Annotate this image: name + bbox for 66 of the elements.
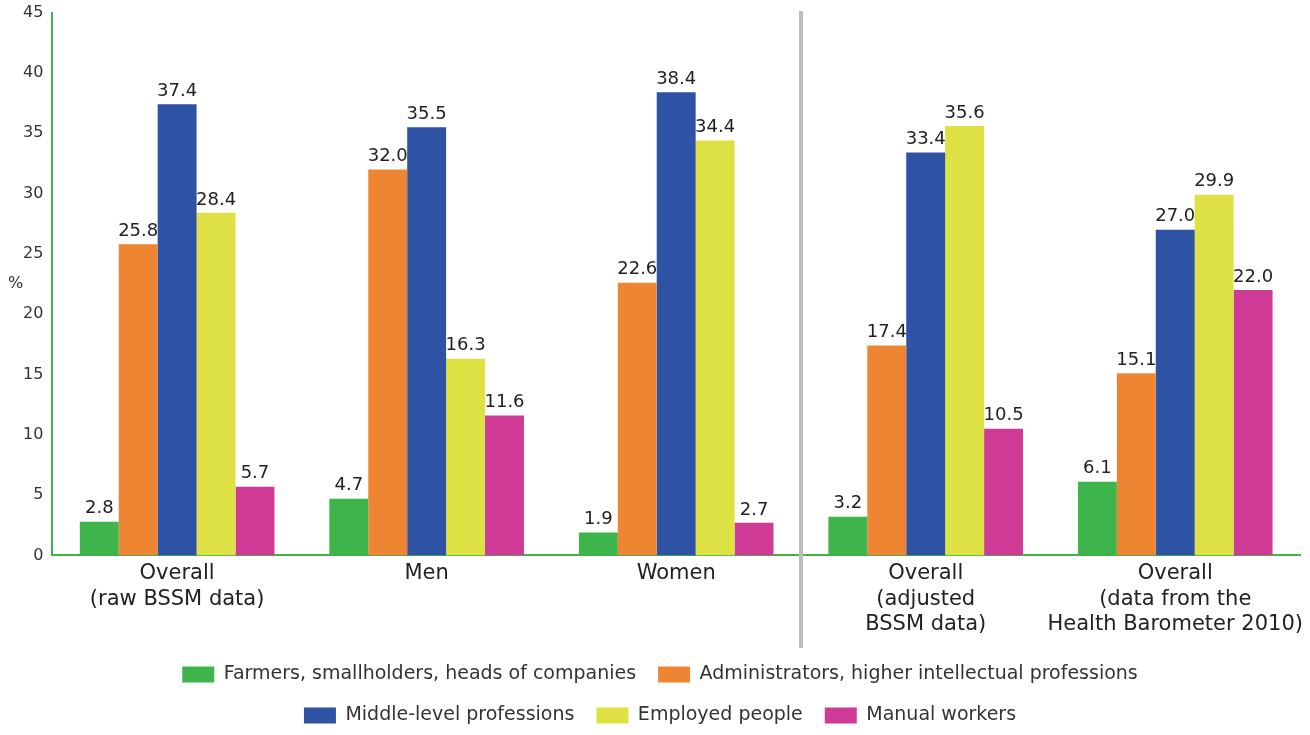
- y-tick-label: 15: [23, 363, 44, 383]
- bar: [1194, 194, 1234, 556]
- data-label: 33.4: [905, 127, 946, 149]
- bar: [368, 169, 408, 556]
- data-label: 27.0: [1155, 204, 1196, 226]
- data-label: 10.5: [983, 403, 1024, 425]
- data-label: 2.8: [84, 496, 114, 518]
- y-tick-label: 10: [23, 423, 44, 443]
- data-label: 25.8: [118, 218, 159, 240]
- y-tick-label: 20: [23, 303, 44, 323]
- x-tick-label: Overall (raw BSSM data): [89, 560, 265, 610]
- data-label: 5.7: [240, 461, 270, 483]
- data-label: 35.6: [944, 100, 985, 122]
- bar: [196, 212, 236, 556]
- x-tick-label: Overall (data from the Health Barometer 2010): [1047, 560, 1303, 635]
- data-label: 16.3: [445, 333, 486, 355]
- y-tick-label: 30: [23, 182, 44, 202]
- bar: [695, 140, 735, 556]
- y-tick-label: 40: [23, 62, 44, 82]
- bar: [407, 127, 447, 556]
- legend-label: Farmers, smallholders, heads of companies: [223, 661, 637, 684]
- data-label: 4.7: [334, 473, 364, 495]
- bar: [656, 92, 696, 556]
- data-label: 3.2: [833, 491, 863, 513]
- data-label: 22.0: [1233, 264, 1274, 286]
- bar: [945, 125, 985, 556]
- data-label: 2.7: [739, 497, 769, 519]
- data-label: 38.4: [656, 66, 697, 88]
- bar: [1155, 229, 1195, 556]
- bar: [906, 152, 946, 556]
- data-label: 28.4: [196, 187, 237, 209]
- legend-label: Administrators, higher intellectual professions: [699, 661, 1138, 684]
- bar: [867, 345, 907, 556]
- x-tick-label: Men: [404, 560, 449, 585]
- y-axis-title: %: [8, 273, 24, 293]
- bar: [446, 358, 486, 556]
- bar: [118, 244, 158, 556]
- data-label: 34.4: [695, 115, 736, 137]
- data-label: 11.6: [484, 390, 525, 412]
- bar: [1233, 290, 1273, 556]
- bar: [485, 415, 524, 556]
- legend-label: Employed people: [637, 702, 803, 725]
- data-label: 17.4: [866, 320, 907, 342]
- y-tick-label: 35: [23, 122, 44, 142]
- x-tick-label: Overall (adjusted BSSM data): [865, 560, 987, 635]
- data-label: 1.9: [584, 507, 613, 529]
- bar: [617, 282, 657, 556]
- data-label: 32.0: [367, 144, 408, 166]
- legend-label: Manual workers: [866, 702, 1017, 725]
- bar: [984, 428, 1024, 556]
- bar: [157, 104, 197, 556]
- legend-label: Middle-level professions: [345, 702, 575, 725]
- bar: [734, 522, 774, 556]
- y-tick-label: 45: [23, 1, 44, 21]
- y-tick-label: 5: [33, 484, 44, 504]
- bar: [235, 486, 275, 556]
- data-label: 37.4: [157, 78, 198, 100]
- data-label: 35.5: [406, 101, 447, 123]
- y-tick-label: 0: [33, 544, 44, 564]
- data-label: 15.1: [1116, 347, 1157, 369]
- x-tick-label: Women: [636, 560, 716, 585]
- y-tick-label: 25: [23, 243, 44, 262]
- data-label: 6.1: [1083, 456, 1112, 478]
- bar: [1116, 373, 1156, 556]
- data-label: 22.6: [617, 257, 658, 279]
- data-label: 29.9: [1194, 169, 1235, 191]
